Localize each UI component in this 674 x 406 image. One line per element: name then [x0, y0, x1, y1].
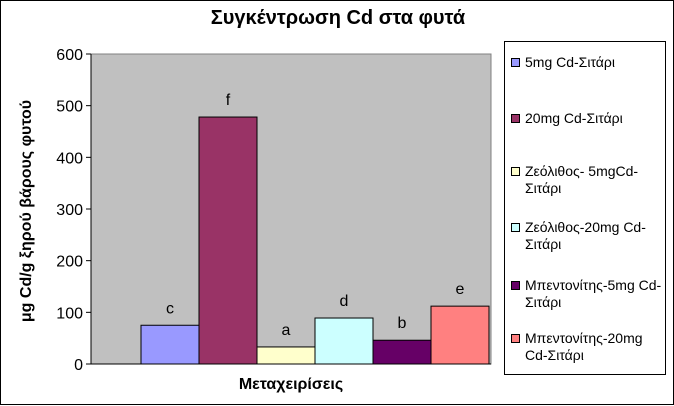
legend-item: Ζεόλιθος- 5mgCd-Σιτάρι — [511, 163, 663, 197]
y-tick-label: 500 — [56, 99, 83, 116]
legend-item: 5mg Cd-Σιτάρι — [511, 54, 663, 71]
bar-data-label: a — [282, 322, 291, 339]
bar-data-label: f — [226, 92, 231, 109]
y-tick-label: 600 — [56, 47, 83, 64]
bar-data-label: c — [166, 300, 174, 317]
x-axis-label: Μεταχειρίσεις — [238, 376, 344, 393]
legend-swatch — [511, 58, 520, 67]
legend-label: Ζεόλιθος- 5mgCd-Σιτάρι — [525, 163, 639, 196]
bar — [140, 324, 200, 365]
legend-swatch — [511, 281, 520, 290]
y-tick-label: 100 — [56, 305, 83, 322]
bar-data-label: b — [398, 315, 407, 332]
legend-swatch — [511, 114, 520, 123]
legend: 5mg Cd-Σιτάρι 20mg Cd-Σιτάρι Ζεόλιθος- 5mg… — [504, 41, 666, 375]
y-tick-label: 200 — [56, 254, 83, 271]
legend-swatch — [511, 167, 520, 176]
legend-item: Μπεντονίτης-20mg Cd-Σιτάρι — [511, 330, 663, 364]
bar — [372, 339, 432, 365]
legend-label: 5mg Cd-Σιτάρι — [525, 54, 615, 70]
legend-item: 20mg Cd-Σιτάρι — [511, 110, 663, 127]
chart-title: Συγκέντρωση Cd στα φυτά — [210, 7, 466, 29]
legend-label: Μπεντονίτης-20mg Cd-Σιτάρι — [525, 330, 643, 363]
y-tick-label: 400 — [56, 150, 83, 167]
bar — [198, 116, 258, 365]
bar-data-label: d — [340, 293, 349, 310]
y-axis-label: μg Cd/g ξηρού βάρους φυτού — [18, 99, 35, 323]
legend-label: Μπεντονίτης-5mg Cd-Σιτάρι — [525, 277, 662, 310]
legend-label: Ζεόλιθος-20mg Cd-Σιτάρι — [525, 219, 646, 252]
legend-label: 20mg Cd-Σιτάρι — [525, 110, 623, 126]
plot-area — [90, 53, 492, 365]
bar — [430, 305, 490, 365]
legend-item: Μπεντονίτης-5mg Cd-Σιτάρι — [511, 277, 663, 311]
legend-swatch — [511, 334, 520, 343]
y-tick-label: 0 — [74, 357, 83, 374]
legend-item: Ζεόλιθος-20mg Cd-Σιτάρι — [511, 219, 663, 253]
bar — [256, 346, 316, 365]
bar — [314, 317, 374, 365]
legend-swatch — [511, 223, 520, 232]
bar-data-label: e — [456, 281, 465, 298]
y-tick-label: 300 — [56, 202, 83, 219]
